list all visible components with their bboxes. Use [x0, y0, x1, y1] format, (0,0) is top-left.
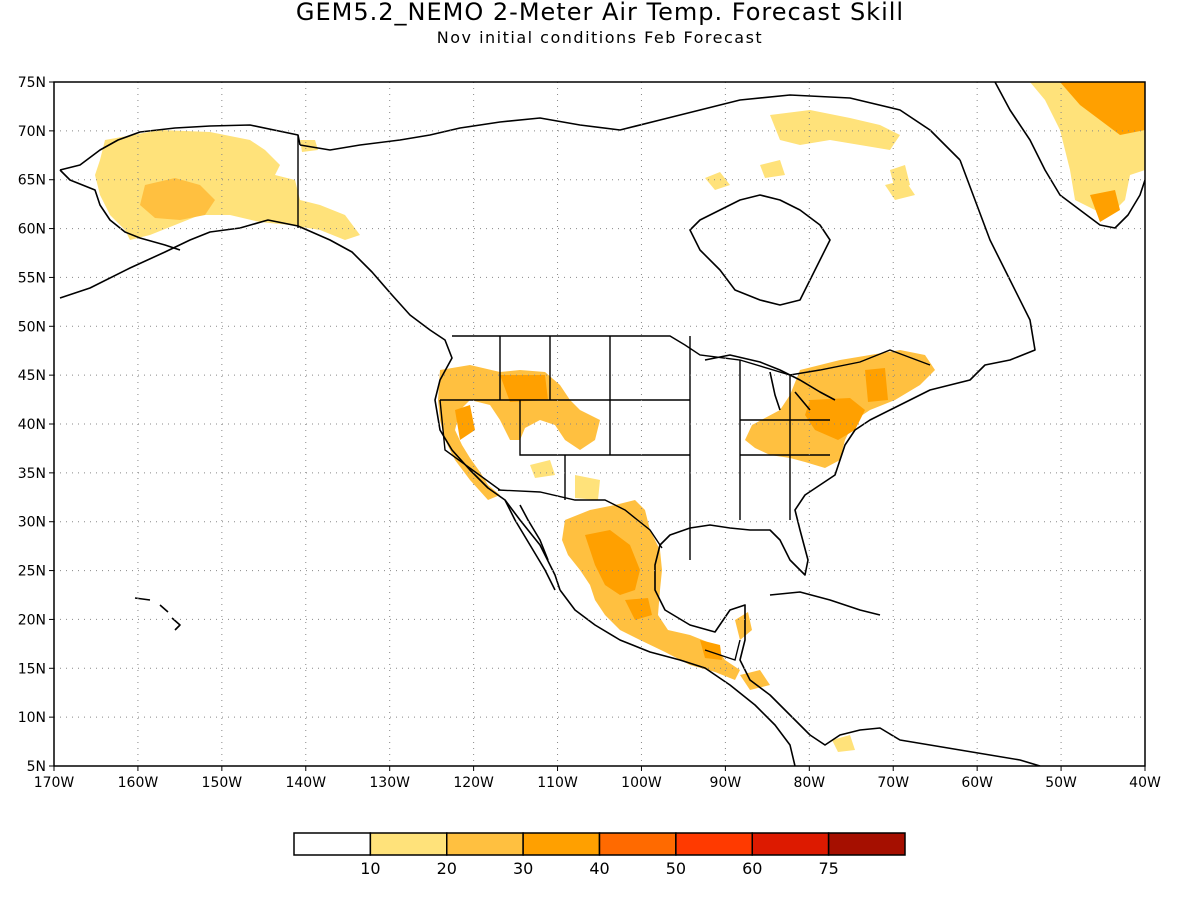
colorbar-swatch	[827, 832, 906, 856]
colorbar-swatch	[522, 832, 601, 856]
coast-canada-arctic	[299, 94, 961, 161]
lon-label: 40W	[1129, 775, 1161, 791]
lat-labels: 5N 10N 15N 20N 25N 30N 35N 40N 45N 50N 55N 60N 65N 70…	[18, 75, 46, 775]
skill-region-baffin-north	[705, 110, 910, 190]
lon-labels: 170W 160W 150W 140W 130W 120W 110W 100W 90W 80W 70…	[34, 775, 1161, 791]
colorbar-label: 50	[666, 859, 686, 878]
lat-label: 20N	[18, 612, 46, 628]
border-us-canada	[452, 335, 931, 376]
coast-alaska-north	[59, 124, 301, 171]
lat-label: 10N	[18, 710, 46, 726]
colorbar-label: 10	[360, 859, 380, 878]
colorbar-swatch	[751, 832, 830, 856]
skill-region-us-northeast-core	[805, 368, 888, 440]
skill-region-central-america	[735, 612, 770, 690]
colorbar-swatch	[598, 832, 677, 856]
coast-alaska-west	[59, 169, 181, 251]
political-borders	[297, 135, 931, 661]
coast-east	[654, 159, 1041, 766]
skill-region-mexico-core	[585, 530, 722, 660]
lon-label: 70W	[877, 775, 909, 791]
border-states	[439, 336, 830, 560]
graticule	[54, 82, 1145, 766]
skill-region-us-west-core	[455, 375, 548, 440]
lon-label: 120W	[453, 775, 494, 791]
colorbar-label: 40	[589, 859, 609, 878]
lat-label: 40N	[18, 417, 46, 433]
lat-label: 50N	[18, 319, 46, 335]
lon-label: 50W	[1045, 775, 1077, 791]
skill-shading	[95, 82, 1145, 752]
coast-mexico-pacific	[559, 589, 796, 766]
coast-greenland	[994, 82, 1145, 229]
colorbar-label: 20	[437, 859, 457, 878]
lat-label: 65N	[18, 173, 46, 189]
lon-label: 170W	[34, 775, 75, 791]
colorbar-swatch	[369, 832, 448, 856]
lat-label: 30N	[18, 515, 46, 531]
skill-region-us-southwest	[530, 460, 600, 500]
lon-label: 150W	[202, 775, 243, 791]
colorbar-label: 60	[742, 859, 762, 878]
colorbar-labels: 10 20 30 40 50 60 75	[360, 859, 839, 878]
lon-label: 130W	[369, 775, 410, 791]
skill-region-labrador-north	[885, 180, 915, 200]
coastlines	[59, 82, 1145, 766]
lon-label: 160W	[118, 775, 159, 791]
skill-region-greenland-core	[1060, 82, 1145, 222]
lon-label: 100W	[621, 775, 662, 791]
coast-alaska	[59, 219, 561, 591]
lon-label: 140W	[285, 775, 326, 791]
lat-label: 15N	[18, 661, 46, 677]
skill-region-caribbean-south	[832, 735, 855, 752]
lon-label: 80W	[793, 775, 825, 791]
colorbar-swatch	[675, 832, 753, 856]
lat-label: 55N	[18, 270, 46, 286]
lat-label: 70N	[18, 124, 46, 140]
coast-great-lakes	[704, 354, 836, 411]
lat-label: 45N	[18, 368, 46, 384]
border-us-mexico	[497, 489, 663, 549]
colorbar	[293, 832, 906, 856]
lat-label: 25N	[18, 564, 46, 580]
colorbar-label: 75	[818, 859, 838, 878]
coast-baja	[504, 499, 556, 591]
coast-hawaii	[134, 597, 181, 631]
colorbar-swatch	[293, 832, 372, 856]
border-mexico-guatemala	[704, 639, 741, 661]
lon-label: 60W	[961, 775, 993, 791]
coast-cuba	[769, 591, 881, 616]
lat-label: 35N	[18, 466, 46, 482]
lat-label: 5N	[27, 759, 46, 775]
page-subtitle: Nov initial conditions Feb Forecast	[436, 28, 764, 47]
colorbar-label: 30	[513, 859, 533, 878]
lat-label: 75N	[18, 75, 46, 91]
map-ticks	[49, 81, 1146, 771]
coast-hudson-bay	[689, 194, 831, 306]
page-title: GEM5.2_NEMO 2-Meter Air Temp. Forecast S…	[295, 0, 905, 26]
lon-label: 90W	[710, 775, 742, 791]
skill-region-alaska-core	[140, 178, 215, 220]
lon-label: 110W	[537, 775, 578, 791]
colorbar-swatch	[446, 832, 524, 856]
skill-region-alaska	[95, 130, 360, 240]
skill-region-us-west	[438, 365, 600, 500]
lat-label: 60N	[18, 222, 46, 238]
